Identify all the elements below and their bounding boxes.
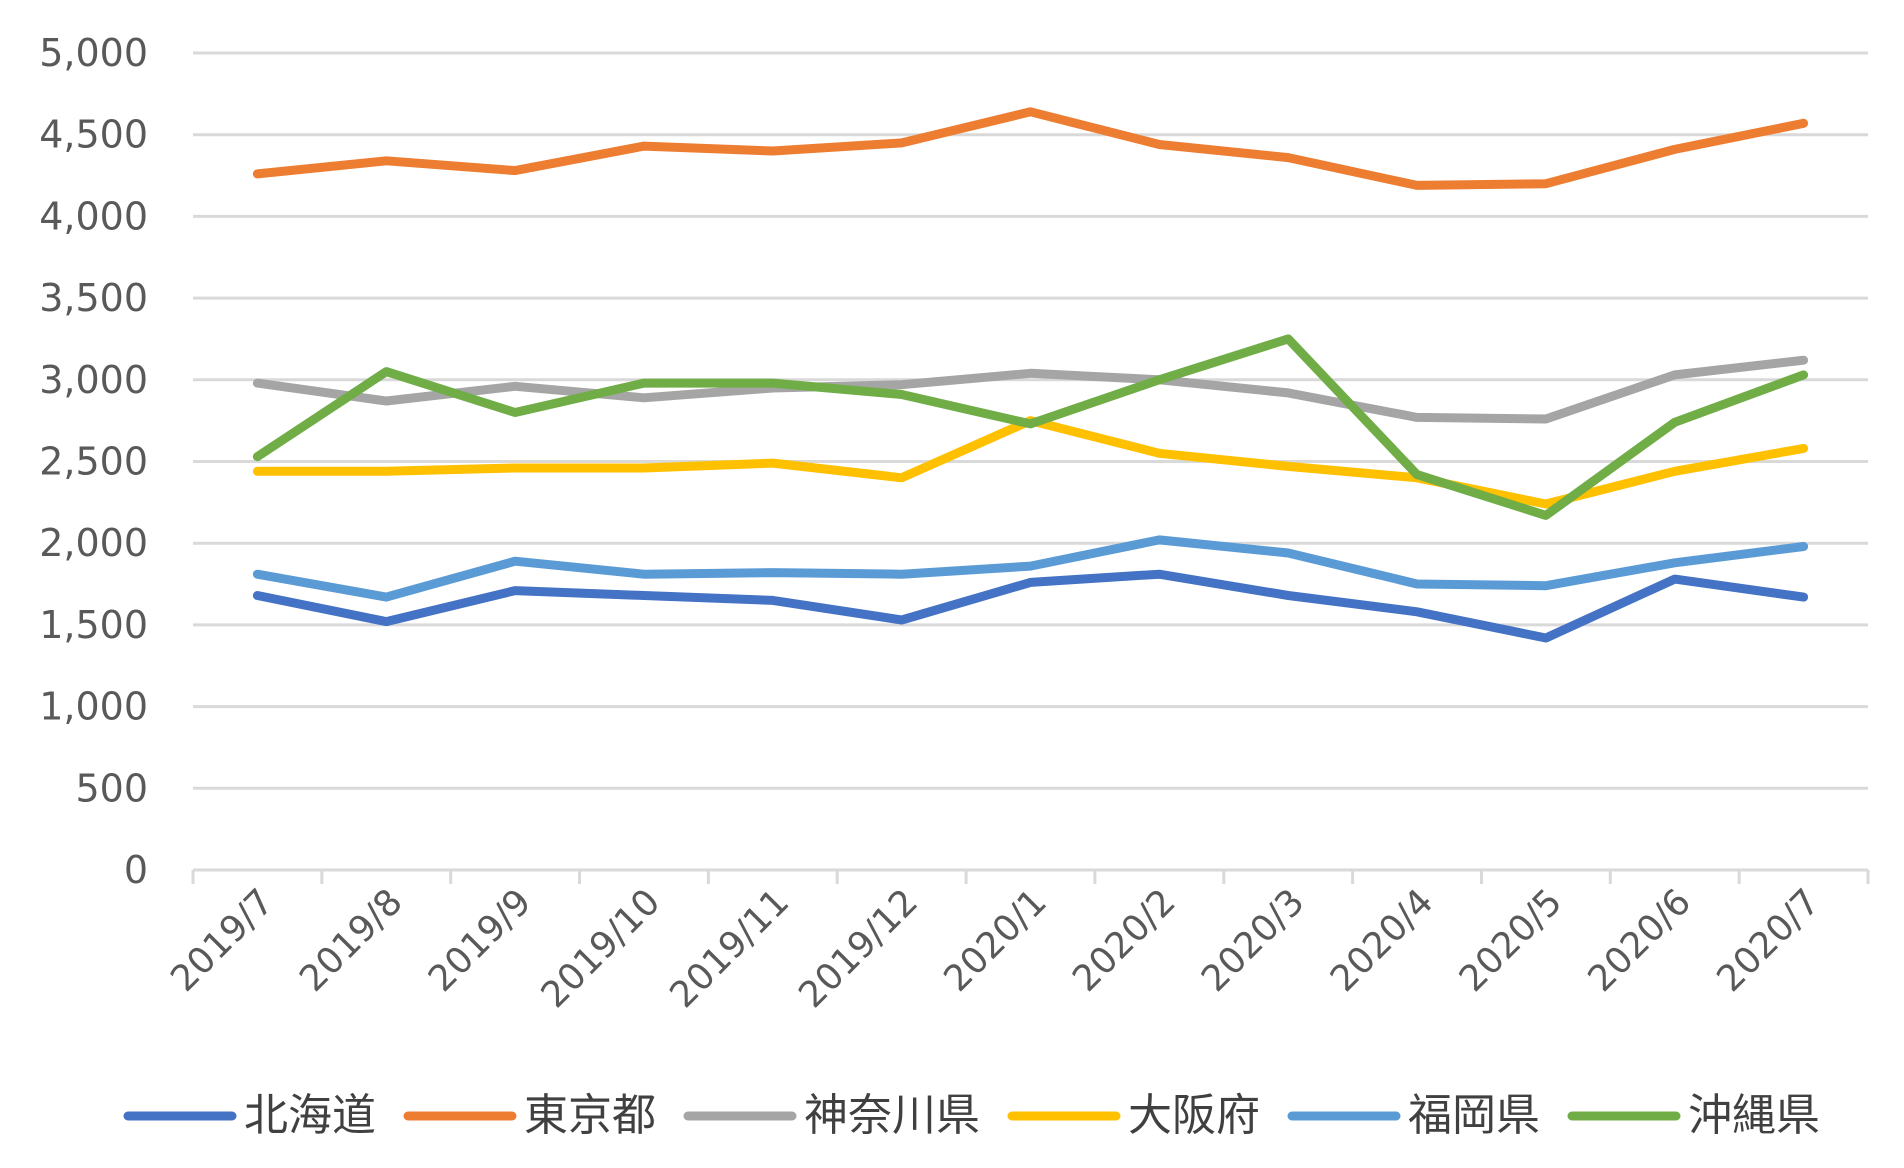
y-tick-label: 2,000: [39, 521, 148, 565]
legend-label: 神奈川県: [804, 1090, 980, 1141]
x-tick-label: 2020/1: [936, 881, 1055, 1000]
x-tick-label: 2020/7: [1709, 881, 1828, 1000]
x-tick-label: 2020/6: [1581, 881, 1700, 1000]
y-axis-tick-labels: 0 500 1,000 1,500 2,000 2,500 3,000 3,500 4,000 4…: [39, 31, 148, 892]
x-tick-label: 2020/5: [1452, 881, 1571, 1000]
y-tick-label: 1,500: [39, 603, 148, 647]
y-tick-label: 5,000: [39, 31, 148, 75]
x-tick-label: 2019/8: [292, 881, 411, 1000]
legend-label: 東京都: [524, 1090, 656, 1141]
x-tick-label: 2019/7: [163, 881, 282, 1000]
x-tick-label: 2020/3: [1194, 881, 1313, 1000]
y-tick-label: 4,000: [39, 194, 148, 238]
gridlines: [193, 51, 1868, 790]
x-tick-label: 2019/11: [662, 881, 797, 1016]
x-tick-label: 2019/10: [534, 881, 669, 1016]
x-tick-label: 2019/12: [791, 881, 926, 1016]
legend-label: 福岡県: [1408, 1090, 1540, 1141]
legend-label: 沖縄県: [1688, 1090, 1820, 1141]
y-tick-label: 3,500: [39, 276, 148, 320]
y-tick-label: 500: [75, 766, 148, 810]
x-tick-label: 2020/2: [1065, 881, 1184, 1000]
legend: 北海道 東京都 神奈川県 大阪府 福岡県 沖縄県: [123, 1090, 1820, 1141]
x-tick-label: 2020/4: [1323, 881, 1442, 1000]
legend-label: 大阪府: [1128, 1090, 1260, 1141]
series-line-5: [252, 535, 1809, 602]
series-line-3: [252, 355, 1809, 424]
series-line-6: [252, 334, 1809, 520]
y-tick-label: 1,000: [39, 685, 148, 729]
x-axis: [191, 868, 1870, 884]
legend-label: 北海道: [244, 1090, 376, 1141]
series-line-2: [252, 107, 1809, 190]
series-lines: [252, 107, 1809, 643]
series-line-1: [252, 569, 1809, 643]
y-tick-label: 2,500: [39, 440, 148, 484]
y-tick-label: 0: [124, 848, 148, 892]
x-tick-label: 2019/9: [421, 881, 540, 1000]
y-tick-label: 3,000: [39, 358, 148, 402]
y-tick-label: 4,500: [39, 113, 148, 157]
